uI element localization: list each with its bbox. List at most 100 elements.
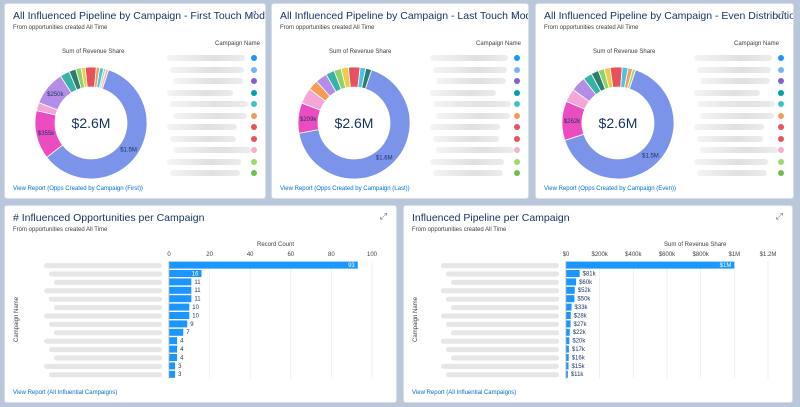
legend-item-label[interactable] (430, 158, 504, 165)
legend-color-dot (778, 147, 784, 153)
bar-value-label: 3 (178, 372, 182, 378)
bar[interactable] (169, 261, 358, 269)
legend-item-label[interactable] (430, 124, 500, 130)
legend-item-label[interactable] (436, 147, 514, 153)
bar[interactable] (169, 362, 176, 370)
legend-color-dot (514, 101, 520, 107)
bar[interactable] (566, 270, 580, 277)
bar[interactable] (566, 320, 571, 328)
legend-color-dot (778, 66, 784, 73)
bar[interactable] (566, 362, 569, 370)
legend-item-label[interactable] (433, 101, 511, 107)
expand-icon[interactable]: ⤢ (775, 211, 783, 221)
x-axis-title: Record Count (257, 242, 295, 248)
bar-value-label: 11 (194, 288, 201, 294)
legend-item-label[interactable] (697, 170, 767, 176)
view-report-link[interactable]: View Report (All Influential Campaigns) (13, 390, 118, 396)
donut-slice[interactable] (46, 69, 148, 180)
legend-item-label[interactable] (697, 135, 763, 142)
bar-value-label: 9 (190, 322, 194, 328)
bar[interactable] (566, 261, 735, 269)
legend-item-label[interactable] (700, 147, 778, 153)
legend-item-label[interactable] (694, 55, 772, 61)
bar[interactable] (566, 370, 568, 378)
donut-slice[interactable] (564, 69, 675, 180)
view-report-link[interactable]: View Report (All Influential Campaigns) (412, 390, 517, 396)
legend-item-label[interactable] (173, 112, 247, 119)
bar[interactable] (169, 295, 192, 303)
bar[interactable] (566, 278, 577, 286)
donut-slice[interactable] (298, 69, 411, 180)
bar[interactable] (566, 312, 571, 319)
legend-item-label[interactable] (697, 101, 775, 107)
bar[interactable] (169, 320, 188, 328)
legend-item-label[interactable] (700, 78, 770, 84)
bar[interactable] (169, 312, 190, 319)
x-tick-label: $200k (591, 252, 608, 258)
bar[interactable] (566, 286, 575, 294)
bar[interactable] (566, 303, 572, 311)
bar[interactable] (169, 337, 178, 345)
bar-value-label: 10 (192, 313, 199, 319)
legend-item-label[interactable] (697, 66, 771, 73)
legend-item-label[interactable] (167, 124, 237, 130)
legend-item-label[interactable] (433, 135, 499, 142)
category-label (49, 321, 162, 327)
bar[interactable] (169, 286, 192, 294)
legend-item-label[interactable] (433, 170, 503, 176)
slice-label: $1.6M (376, 156, 393, 162)
legend-item-label[interactable] (436, 78, 506, 84)
bar[interactable] (169, 345, 178, 353)
bar[interactable] (169, 370, 176, 378)
x-tick-label: 60 (287, 252, 294, 258)
bar[interactable] (566, 295, 575, 303)
card-subtitle: From opportunities created All Time (13, 227, 108, 233)
donut-slice[interactable] (626, 68, 637, 90)
bar[interactable] (169, 270, 202, 277)
bar[interactable] (566, 354, 569, 361)
legend-item-label[interactable] (436, 112, 510, 119)
view-report-link[interactable]: View Report (Opps Created by Campaign (F… (13, 186, 143, 192)
legend-item-label[interactable] (700, 112, 774, 119)
expand-icon[interactable]: ⤢ (248, 9, 256, 19)
category-label (44, 363, 162, 369)
expand-icon[interactable]: ⤢ (776, 9, 784, 19)
donut-title: Sum of Revenue Share (329, 49, 392, 55)
bar[interactable] (566, 328, 570, 336)
card-influenced-opportunities: # Influenced Opportunities per Campaign … (4, 205, 397, 403)
donut-slice[interactable] (361, 67, 373, 90)
card-title: All Influenced Pipeline by Campaign - Ev… (544, 10, 793, 22)
bar-value-label: 11 (194, 297, 201, 303)
legend-item-label[interactable] (170, 66, 244, 73)
legend-item-label[interactable] (694, 158, 768, 165)
legend-color-dot (778, 89, 784, 96)
legend-item-label[interactable] (167, 55, 245, 61)
legend-item-label[interactable] (173, 78, 243, 84)
bar-value-label: $60k (579, 280, 593, 286)
expand-icon[interactable]: ⤢ (379, 211, 387, 221)
bar[interactable] (566, 345, 569, 353)
legend-item-label[interactable] (170, 135, 236, 142)
expand-icon[interactable]: ⤢ (511, 9, 519, 19)
bar[interactable] (169, 328, 184, 336)
category-label (446, 296, 559, 302)
card-title: # Influenced Opportunities per Campaign (13, 212, 205, 224)
legend-item-label[interactable] (430, 55, 508, 61)
legend-item-label[interactable] (170, 170, 240, 176)
legend-item-label[interactable] (167, 89, 233, 96)
view-report-link[interactable]: View Report (Opps Created by Campaign (L… (280, 186, 410, 192)
legend-item-label[interactable] (167, 158, 241, 165)
bar[interactable] (169, 278, 192, 286)
view-report-link[interactable]: View Report (Opps Created by Campaign (E… (544, 186, 676, 192)
legend-item-label[interactable] (694, 124, 764, 130)
bar[interactable] (169, 303, 190, 311)
bar[interactable] (169, 354, 178, 361)
bar[interactable] (566, 337, 570, 345)
legend-item-label[interactable] (433, 66, 507, 73)
legend-item-label[interactable] (173, 147, 251, 153)
legend-item-label[interactable] (170, 101, 248, 107)
legend-item-label[interactable] (430, 89, 496, 96)
donut-slice[interactable] (100, 68, 110, 90)
legend-item-label[interactable] (694, 89, 760, 96)
legend-color-dot (514, 147, 520, 153)
